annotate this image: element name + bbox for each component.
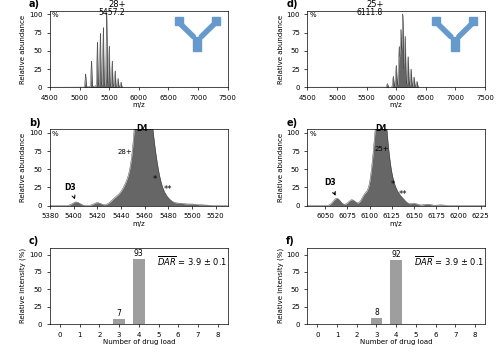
- Text: %: %: [52, 131, 59, 137]
- Text: %: %: [309, 131, 316, 137]
- Text: $\overline{DAR}$ = 3.9 ± 0.1: $\overline{DAR}$ = 3.9 ± 0.1: [156, 255, 227, 268]
- Text: *: *: [390, 180, 395, 189]
- Text: D3: D3: [324, 178, 336, 195]
- Text: %: %: [52, 12, 59, 18]
- Bar: [113, 319, 125, 324]
- Text: c): c): [28, 236, 39, 246]
- Text: 92: 92: [392, 250, 401, 259]
- Text: $\overline{DAR}$ = 3.9 ± 0.1: $\overline{DAR}$ = 3.9 ± 0.1: [414, 255, 484, 268]
- Text: 25+: 25+: [366, 0, 384, 9]
- Text: D4: D4: [136, 123, 148, 132]
- Text: *: *: [153, 175, 158, 184]
- Text: a): a): [28, 0, 40, 9]
- Bar: [370, 319, 382, 324]
- Text: e): e): [286, 118, 298, 128]
- Text: D4: D4: [376, 123, 387, 132]
- Text: D3: D3: [64, 183, 76, 198]
- Text: 8: 8: [374, 309, 379, 318]
- Text: 25+: 25+: [375, 145, 390, 152]
- X-axis label: Number of drug load: Number of drug load: [102, 339, 175, 345]
- Y-axis label: Relative abundance: Relative abundance: [20, 14, 26, 84]
- X-axis label: m/z: m/z: [132, 102, 145, 108]
- Text: **: **: [399, 190, 407, 199]
- Y-axis label: Relative abundance: Relative abundance: [278, 14, 283, 84]
- Y-axis label: Relative abundance: Relative abundance: [20, 133, 26, 202]
- X-axis label: m/z: m/z: [132, 221, 145, 227]
- Text: %: %: [309, 12, 316, 18]
- Bar: [133, 260, 144, 324]
- Text: 6111.8: 6111.8: [356, 8, 382, 17]
- X-axis label: Number of drug load: Number of drug load: [360, 339, 432, 345]
- Y-axis label: Relative abundance: Relative abundance: [278, 133, 283, 202]
- Text: 93: 93: [134, 249, 143, 258]
- Bar: [390, 260, 402, 324]
- Text: 28+: 28+: [118, 149, 132, 155]
- Text: d): d): [286, 0, 298, 9]
- Text: b): b): [28, 118, 40, 128]
- X-axis label: m/z: m/z: [390, 102, 402, 108]
- Text: 5457.2: 5457.2: [99, 8, 126, 17]
- Text: 7: 7: [116, 309, 121, 318]
- Text: f): f): [286, 236, 295, 246]
- Text: **: **: [164, 185, 172, 194]
- X-axis label: m/z: m/z: [390, 221, 402, 227]
- Y-axis label: Relative intensity (%): Relative intensity (%): [277, 248, 283, 323]
- Y-axis label: Relative intensity (%): Relative intensity (%): [20, 248, 26, 323]
- Text: 28+: 28+: [108, 0, 126, 9]
